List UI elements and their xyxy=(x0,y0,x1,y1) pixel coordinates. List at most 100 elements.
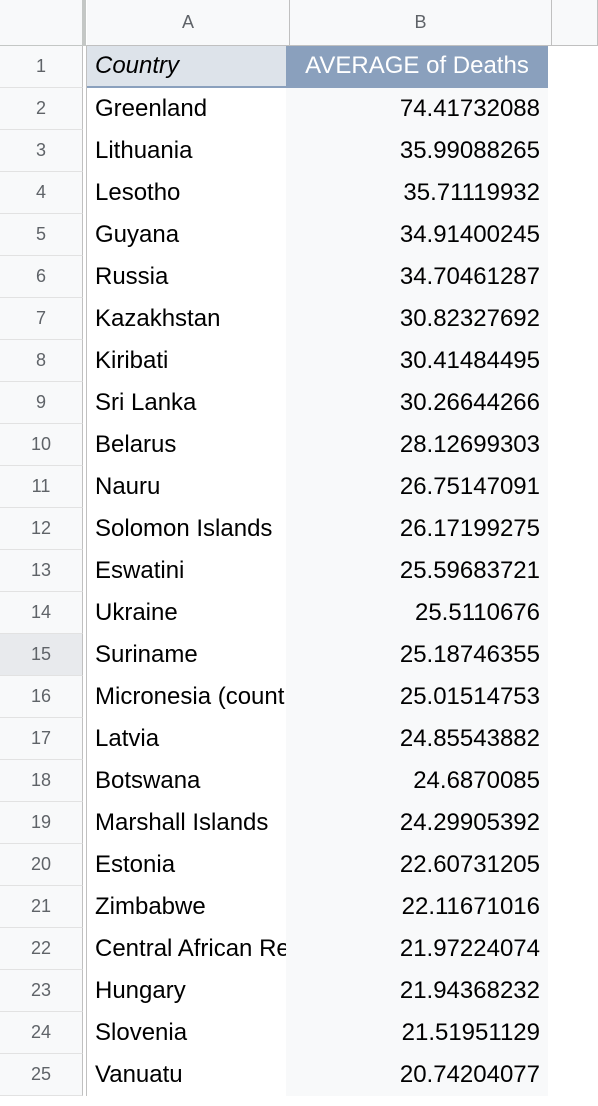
row-number[interactable]: 1 xyxy=(0,46,83,88)
empty-cell[interactable] xyxy=(548,718,598,760)
empty-cell[interactable] xyxy=(548,340,598,382)
row-number[interactable]: 20 xyxy=(0,844,83,886)
row-number[interactable]: 22 xyxy=(0,928,83,970)
empty-cell[interactable] xyxy=(548,970,598,1012)
average-deaths-cell[interactable]: 25.5110676 xyxy=(286,592,548,634)
average-deaths-cell[interactable]: 74.41732088 xyxy=(286,88,548,130)
country-cell[interactable]: Belarus xyxy=(87,424,286,466)
row-number[interactable]: 6 xyxy=(0,256,83,298)
average-deaths-cell[interactable]: 26.75147091 xyxy=(286,466,548,508)
row-number[interactable]: 3 xyxy=(0,130,83,172)
empty-cell[interactable] xyxy=(548,550,598,592)
empty-cell[interactable] xyxy=(548,172,598,214)
country-cell[interactable]: Eswatini xyxy=(87,550,286,592)
column-header-a[interactable]: A xyxy=(87,0,290,46)
country-cell[interactable]: Zimbabwe xyxy=(87,886,286,928)
average-deaths-cell[interactable]: 21.97224074 xyxy=(286,928,548,970)
column-header-c[interactable] xyxy=(552,0,598,46)
average-deaths-cell[interactable]: 21.94368232 xyxy=(286,970,548,1012)
row-number[interactable]: 12 xyxy=(0,508,83,550)
average-deaths-cell[interactable]: 30.82327692 xyxy=(286,298,548,340)
row-number[interactable]: 9 xyxy=(0,382,83,424)
row-number[interactable]: 7 xyxy=(0,298,83,340)
row-number[interactable]: 24 xyxy=(0,1012,83,1054)
average-deaths-cell[interactable]: 35.99088265 xyxy=(286,130,548,172)
column-header-b[interactable]: B xyxy=(290,0,552,46)
empty-cell[interactable] xyxy=(548,88,598,130)
average-deaths-cell[interactable]: 22.60731205 xyxy=(286,844,548,886)
average-deaths-cell[interactable]: 25.18746355 xyxy=(286,634,548,676)
empty-cell[interactable] xyxy=(548,676,598,718)
empty-cell[interactable] xyxy=(548,634,598,676)
country-cell[interactable]: Suriname xyxy=(87,634,286,676)
average-deaths-cell[interactable]: 35.71119932 xyxy=(286,172,548,214)
frozen-column-divider[interactable] xyxy=(82,0,86,46)
row-number[interactable]: 23 xyxy=(0,970,83,1012)
empty-cell[interactable] xyxy=(548,214,598,256)
country-cell[interactable]: Solomon Islands xyxy=(87,508,286,550)
select-all-corner[interactable] xyxy=(0,0,87,49)
row-number[interactable]: 15 xyxy=(0,634,83,676)
country-cell[interactable]: Botswana xyxy=(87,760,286,802)
country-cell[interactable]: Sri Lanka xyxy=(87,382,286,424)
country-cell[interactable]: Central African Republic xyxy=(87,928,286,970)
row-number[interactable]: 25 xyxy=(0,1054,83,1096)
empty-cell[interactable] xyxy=(548,760,598,802)
empty-cell[interactable] xyxy=(548,592,598,634)
average-deaths-cell[interactable]: 24.85543882 xyxy=(286,718,548,760)
empty-cell[interactable] xyxy=(548,508,598,550)
header-cell-average-deaths[interactable]: AVERAGE of Deaths xyxy=(286,46,548,88)
row-number[interactable]: 19 xyxy=(0,802,83,844)
row-number[interactable]: 11 xyxy=(0,466,83,508)
empty-cell[interactable] xyxy=(548,46,598,88)
empty-cell[interactable] xyxy=(548,1012,598,1054)
average-deaths-cell[interactable]: 30.41484495 xyxy=(286,340,548,382)
row-number[interactable]: 13 xyxy=(0,550,83,592)
country-cell[interactable]: Vanuatu xyxy=(87,1054,286,1096)
country-cell[interactable]: Kazakhstan xyxy=(87,298,286,340)
empty-cell[interactable] xyxy=(548,844,598,886)
empty-cell[interactable] xyxy=(548,886,598,928)
country-cell[interactable]: Kiribati xyxy=(87,340,286,382)
row-number[interactable]: 16 xyxy=(0,676,83,718)
average-deaths-cell[interactable]: 30.26644266 xyxy=(286,382,548,424)
average-deaths-cell[interactable]: 24.6870085 xyxy=(286,760,548,802)
row-number[interactable]: 5 xyxy=(0,214,83,256)
average-deaths-cell[interactable]: 26.17199275 xyxy=(286,508,548,550)
average-deaths-cell[interactable]: 22.11671016 xyxy=(286,886,548,928)
row-number[interactable]: 21 xyxy=(0,886,83,928)
average-deaths-cell[interactable]: 25.01514753 xyxy=(286,676,548,718)
empty-cell[interactable] xyxy=(548,256,598,298)
empty-cell[interactable] xyxy=(548,1054,598,1096)
average-deaths-cell[interactable]: 21.51951129 xyxy=(286,1012,548,1054)
row-number[interactable]: 2 xyxy=(0,88,83,130)
country-cell[interactable]: Estonia xyxy=(87,844,286,886)
row-number[interactable]: 17 xyxy=(0,718,83,760)
country-cell[interactable]: Micronesia (country) xyxy=(87,676,286,718)
country-cell[interactable]: Marshall Islands xyxy=(87,802,286,844)
country-cell[interactable]: Slovenia xyxy=(87,1012,286,1054)
average-deaths-cell[interactable]: 34.70461287 xyxy=(286,256,548,298)
empty-cell[interactable] xyxy=(548,424,598,466)
empty-cell[interactable] xyxy=(548,802,598,844)
country-cell[interactable]: Russia xyxy=(87,256,286,298)
average-deaths-cell[interactable]: 34.91400245 xyxy=(286,214,548,256)
country-cell[interactable]: Hungary xyxy=(87,970,286,1012)
empty-cell[interactable] xyxy=(548,130,598,172)
empty-cell[interactable] xyxy=(548,928,598,970)
row-number[interactable]: 18 xyxy=(0,760,83,802)
country-cell[interactable]: Lesotho xyxy=(87,172,286,214)
row-number[interactable]: 10 xyxy=(0,424,83,466)
header-cell-country[interactable]: Country xyxy=(87,46,286,88)
country-cell[interactable]: Greenland xyxy=(87,88,286,130)
country-cell[interactable]: Lithuania xyxy=(87,130,286,172)
average-deaths-cell[interactable]: 28.12699303 xyxy=(286,424,548,466)
row-number[interactable]: 8 xyxy=(0,340,83,382)
row-number[interactable]: 14 xyxy=(0,592,83,634)
average-deaths-cell[interactable]: 25.59683721 xyxy=(286,550,548,592)
row-number[interactable]: 4 xyxy=(0,172,83,214)
country-cell[interactable]: Latvia xyxy=(87,718,286,760)
country-cell[interactable]: Guyana xyxy=(87,214,286,256)
country-cell[interactable]: Nauru xyxy=(87,466,286,508)
average-deaths-cell[interactable]: 20.74204077 xyxy=(286,1054,548,1096)
